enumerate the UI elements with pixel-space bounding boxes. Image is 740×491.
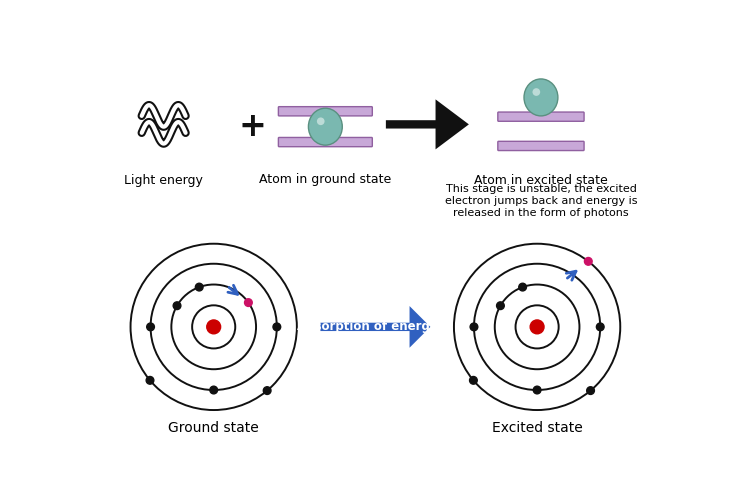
Text: This stage is unstable, the excited
electron jumps back and energy is
released i: This stage is unstable, the excited elec… bbox=[445, 185, 637, 218]
Circle shape bbox=[534, 386, 541, 394]
Text: Atom in ground state: Atom in ground state bbox=[259, 173, 391, 186]
Circle shape bbox=[273, 323, 280, 331]
Ellipse shape bbox=[309, 108, 343, 145]
Circle shape bbox=[470, 377, 477, 384]
Circle shape bbox=[470, 323, 478, 331]
Circle shape bbox=[173, 302, 181, 309]
Circle shape bbox=[519, 283, 526, 291]
Circle shape bbox=[585, 257, 592, 265]
Circle shape bbox=[206, 320, 221, 334]
FancyBboxPatch shape bbox=[498, 141, 584, 151]
Circle shape bbox=[146, 377, 154, 384]
Circle shape bbox=[497, 302, 504, 309]
FancyBboxPatch shape bbox=[278, 137, 372, 147]
Circle shape bbox=[263, 387, 271, 394]
Text: Ground state: Ground state bbox=[168, 421, 259, 435]
Ellipse shape bbox=[317, 117, 325, 125]
Ellipse shape bbox=[533, 88, 540, 96]
Circle shape bbox=[147, 323, 155, 331]
Circle shape bbox=[244, 299, 252, 306]
Text: Light energy: Light energy bbox=[124, 174, 203, 188]
FancyBboxPatch shape bbox=[278, 107, 372, 116]
Circle shape bbox=[530, 320, 544, 334]
Circle shape bbox=[210, 386, 218, 394]
Text: +: + bbox=[238, 110, 266, 143]
FancyBboxPatch shape bbox=[498, 112, 584, 121]
Circle shape bbox=[596, 323, 604, 331]
Circle shape bbox=[587, 387, 594, 394]
Text: Atom in excited state: Atom in excited state bbox=[474, 174, 608, 188]
Text: Excited state: Excited state bbox=[491, 421, 582, 435]
Circle shape bbox=[195, 283, 203, 291]
Ellipse shape bbox=[524, 79, 558, 116]
Text: Absorption of energy: Absorption of energy bbox=[297, 321, 438, 333]
